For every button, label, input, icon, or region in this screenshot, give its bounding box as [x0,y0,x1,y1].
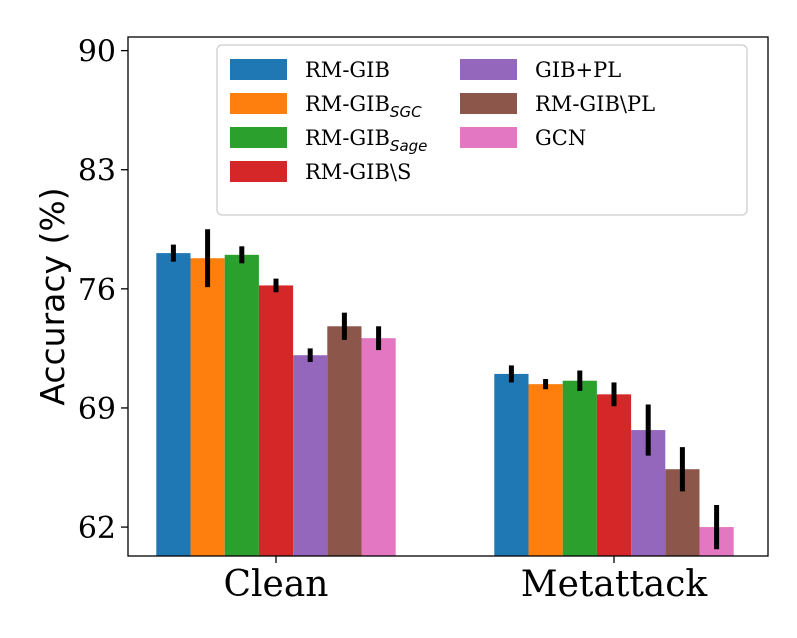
legend-label-RM-GIB\S: RM-GIB\S [305,160,411,184]
bar-RM-GIB_SGC-Clean [190,258,225,556]
legend: RM-GIB RM-GIBSGC RM-GIBSage RM-GIB\S GIB+PL R… [216,44,748,216]
legend-swatch-RM-GIB\PL [460,93,517,114]
legend-label-RM-GIB: RM-GIB [305,58,390,82]
legend-label-GCN: GCN [535,126,586,150]
bar-marks [156,253,734,557]
bar-GCN-Clean [361,338,396,556]
legend-swatch-GIB+PL [460,59,517,80]
y-tick-label: 69 [78,392,116,427]
bar-RM-GIB_Sage-Metattack [562,380,597,556]
y-axis-title: Accuracy (%) [33,187,72,405]
error-bars [170,229,720,550]
y-tick-label: 76 [78,273,116,308]
legend-label-RM-GIB\PL: RM-GIB\PL [535,92,655,116]
bar-RM-GIB\S-Clean [258,285,294,556]
legend-swatch-GCN [460,127,517,148]
legend-swatch-RM-GIB [230,59,287,80]
legend-label-GIB+PL: GIB+PL [535,58,621,82]
legend-swatch-RM-GIB_SGC [230,93,287,114]
legend-label-RM-GIB_SGC: RM-GIBSGC [305,92,422,121]
legend-swatch-RM-GIB\S [230,161,287,182]
bar-RM-GIB-Metattack [494,373,529,556]
bar-RM-GIB-Clean [156,253,191,556]
bar-RM-GIB_SGC-Metattack [528,384,563,556]
x-category-label: Clean [223,564,328,605]
bar-RM-GIB\S-Metattack [596,394,632,556]
plot-frame [127,36,769,557]
x-category-label: Metattack [521,564,709,605]
legend-label-RM-GIB_Sage: RM-GIBSage [305,126,427,155]
bar-GIB+PL-Clean [293,355,328,556]
y-axis: 62 69 76 83 90 [78,35,128,546]
y-tick-label: 62 [78,511,116,546]
bar-RM-GIB\PL-Clean [327,326,362,556]
legend-swatch-RM-GIB_Sage [230,127,287,148]
bar-RM-GIB_Sage-Clean [224,254,259,557]
x-axis: Clean Metattack [223,556,708,605]
y-tick-label: 90 [78,35,116,70]
y-tick-label: 83 [78,154,116,189]
